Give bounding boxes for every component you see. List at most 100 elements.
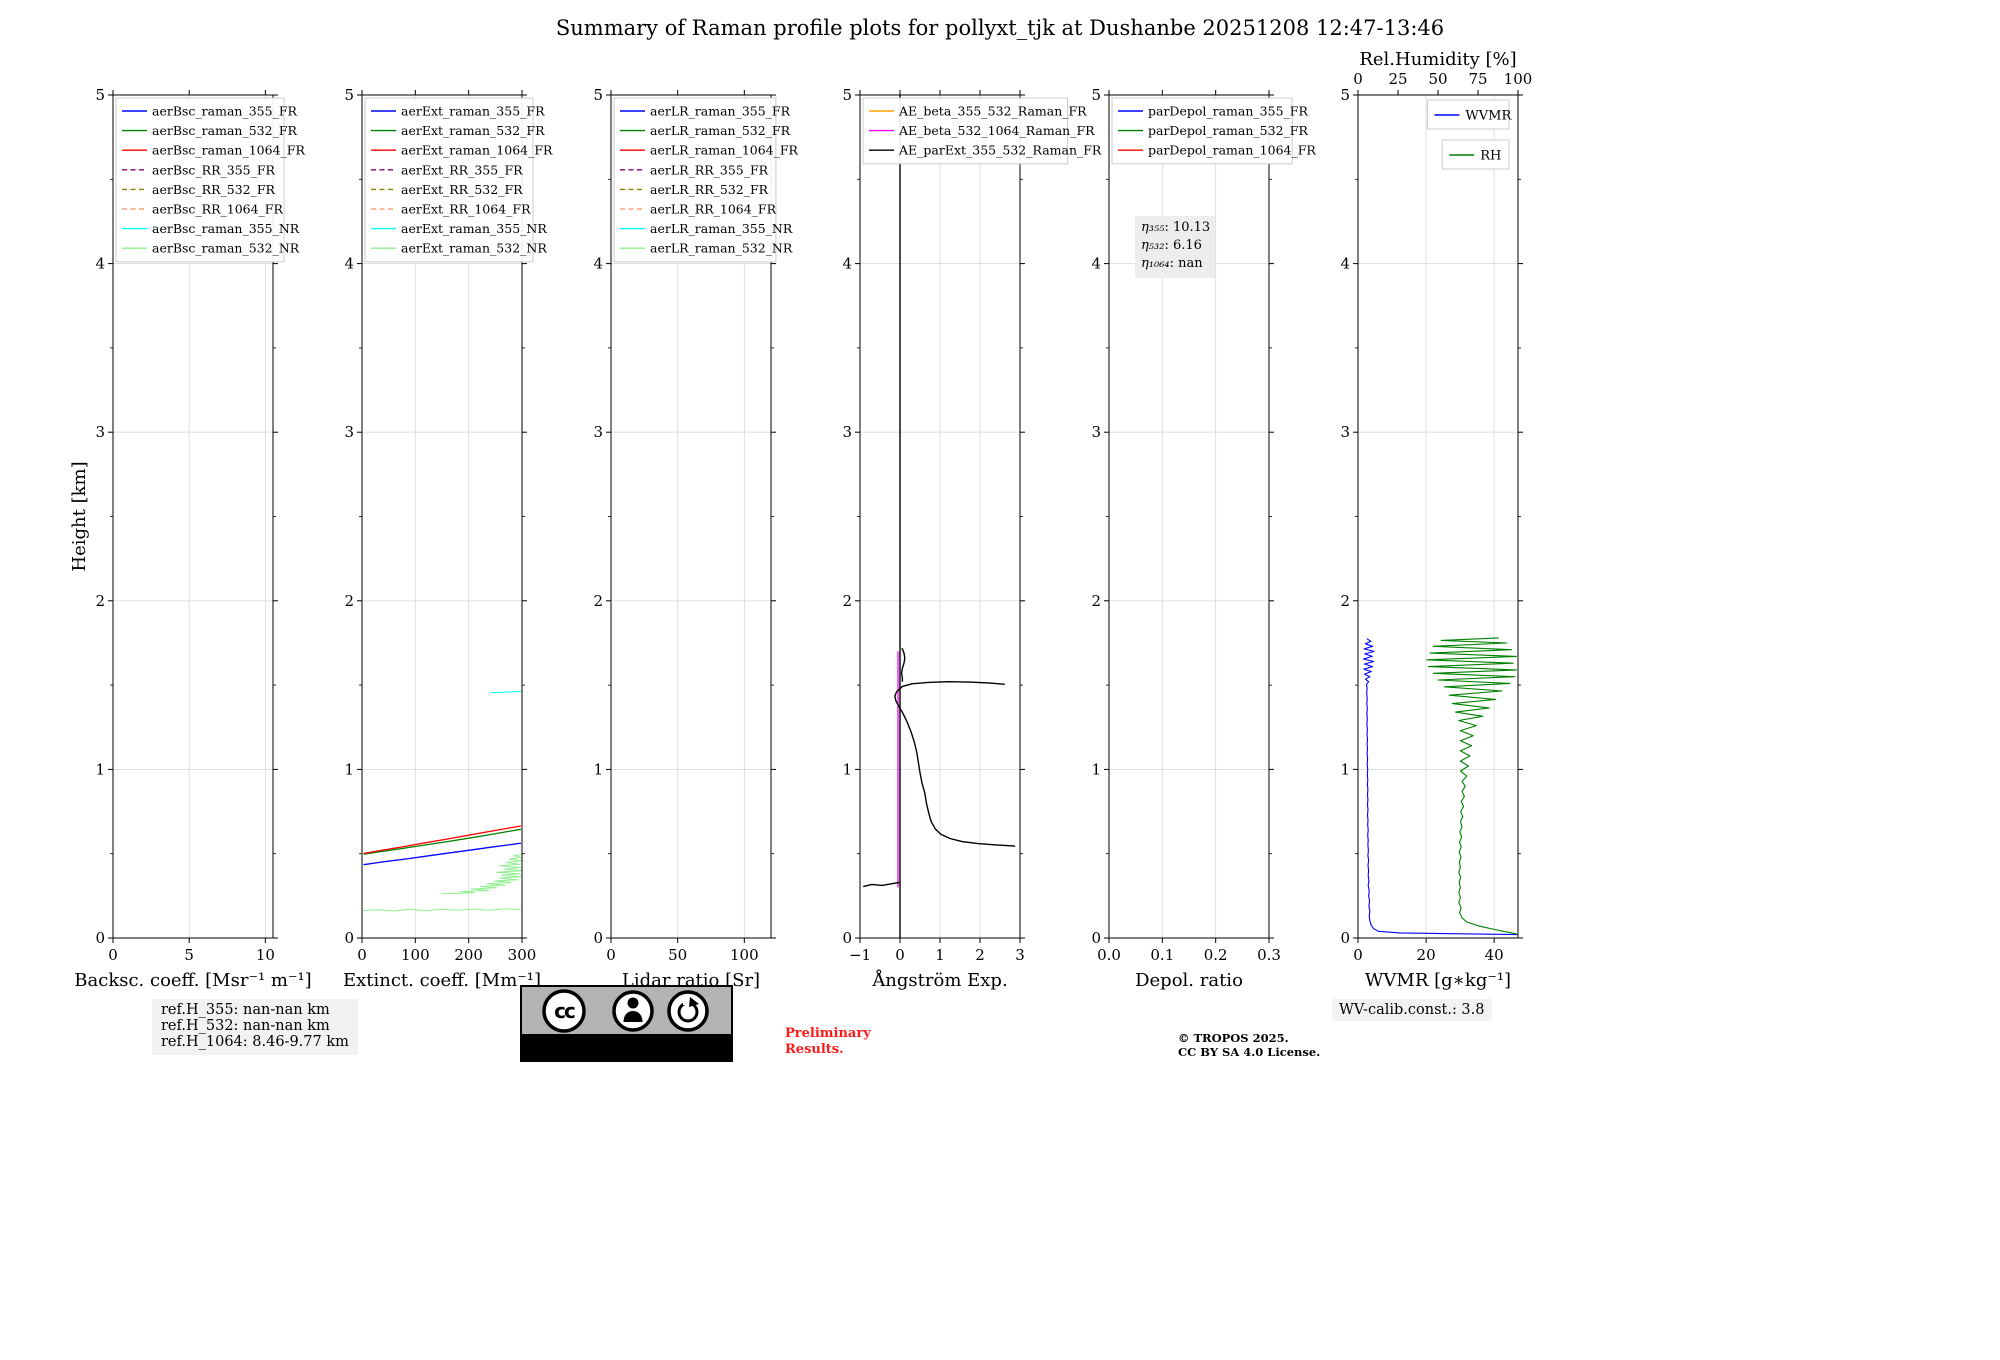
y-tick-label: 5 bbox=[344, 86, 354, 104]
series-aerExt_raman_355_NR bbox=[491, 690, 522, 694]
cc-badge-graphic: cc BY SA bbox=[520, 985, 733, 1062]
x-tick-label: 100 bbox=[730, 946, 759, 964]
series-layer bbox=[363, 690, 522, 912]
y-tick-label: 1 bbox=[842, 760, 852, 778]
y-tick-label: 4 bbox=[95, 255, 105, 273]
legend-WVMR: WVMR bbox=[1426, 99, 1512, 130]
y-tick-label: 2 bbox=[842, 592, 852, 610]
y-tick-label: 3 bbox=[842, 423, 852, 441]
legend-entry-label: aerBsc_RR_1064_FR bbox=[152, 202, 283, 217]
xlabel-backscatter: Backsc. coeff. [Msr⁻¹ m⁻¹] bbox=[74, 970, 311, 991]
ref-h-1064: ref.H_1064: 8.46-9.77 km bbox=[161, 1033, 349, 1050]
x-tick-label: 100 bbox=[401, 946, 430, 964]
legend-RH: RH bbox=[1441, 139, 1510, 170]
x-tick-label: 0 bbox=[1353, 946, 1363, 964]
eta-annotation-line: η₅₃₂: 6.16 bbox=[1141, 238, 1202, 253]
legend-entry-label: aerBsc_raman_1064_FR bbox=[152, 143, 305, 158]
legend-entry-label: aerExt_RR_355_FR bbox=[401, 162, 523, 177]
copyright-note: © TROPOS 2025. CC BY SA 4.0 License. bbox=[1178, 1031, 1321, 1060]
series-aerExt_raman_532_FR bbox=[363, 828, 522, 855]
top-tick-label: 50 bbox=[1428, 70, 1447, 88]
top-xlabel: Rel.Humidity [%] bbox=[1359, 49, 1516, 70]
legend-entry-label: aerExt_raman_1064_FR bbox=[401, 143, 553, 158]
y-tick-label: 3 bbox=[95, 423, 105, 441]
y-tick-label: 0 bbox=[1340, 929, 1350, 947]
legend-box: parDepol_raman_355_FR parDepol_raman_532_… bbox=[1111, 97, 1316, 165]
y-tick-label: 4 bbox=[1340, 255, 1350, 273]
y-tick-label: 0 bbox=[842, 929, 852, 947]
legend-entry-label: aerLR_raman_532_FR bbox=[650, 123, 791, 138]
series-AE_parExt_355_532_Raman_FR bbox=[894, 681, 1016, 847]
y-tick-label: 4 bbox=[842, 255, 852, 273]
legend-entry-label: aerExt_raman_532_NR bbox=[401, 241, 547, 256]
cc-license-badge: cc BY SA bbox=[520, 985, 733, 1062]
legend-entry-label: aerBsc_RR_532_FR bbox=[152, 182, 276, 197]
legend-entry-label: AE_beta_532_1064_Raman_FR bbox=[898, 123, 1095, 138]
x-tick-label: 0 bbox=[108, 946, 118, 964]
legend-entry-label: AE_beta_355_532_Raman_FR bbox=[898, 104, 1087, 119]
legend-entry-label: aerBsc_raman_355_NR bbox=[152, 221, 300, 236]
top-tick-label: 25 bbox=[1388, 70, 1407, 88]
x-tick-label: 20 bbox=[1417, 946, 1436, 964]
legend-entry-label: parDepol_raman_1064_FR bbox=[1148, 143, 1316, 158]
x-tick-label: 200 bbox=[454, 946, 483, 964]
x-tick-label: 0.1 bbox=[1150, 946, 1174, 964]
xlabel-depol: Depol. ratio bbox=[1135, 970, 1243, 991]
svg-text:RH: RH bbox=[1480, 149, 1501, 164]
y-tick-label: 5 bbox=[1340, 86, 1350, 104]
y-tick-label: 4 bbox=[1091, 255, 1101, 273]
x-tick-label: 0 bbox=[606, 946, 616, 964]
y-tick-label: 1 bbox=[95, 760, 105, 778]
x-tick-label: 10 bbox=[256, 946, 275, 964]
panel-extinction: 0 100 200 300 0 1 2 3 4 5 Extinct. coeff. [Mm⁻¹] ae… bbox=[343, 86, 553, 991]
legend-entry-label: aerExt_raman_532_FR bbox=[401, 123, 545, 138]
y-tick-label: 5 bbox=[593, 86, 603, 104]
top-tick-label: 75 bbox=[1468, 70, 1487, 88]
y-tick-label: 3 bbox=[1091, 423, 1101, 441]
figure-title: Summary of Raman profile plots for polly… bbox=[555, 16, 1445, 40]
y-tick-label: 0 bbox=[1091, 929, 1101, 947]
series-AE_parExt_355_532_Raman_FR bbox=[863, 881, 900, 888]
xlabel-wvmr: WVMR [g∗kg⁻¹] bbox=[1365, 970, 1511, 991]
xlabel-angstrom: Ångström Exp. bbox=[871, 969, 1007, 991]
eta-annotation: η₃₅₅: 10.13 η₅₃₂: 6.16 η₁₀₆₄: nan bbox=[1135, 216, 1215, 278]
legend-entry-label: aerLR_raman_1064_FR bbox=[650, 143, 799, 158]
y-tick-label: 0 bbox=[344, 929, 354, 947]
x-tick-label: 5 bbox=[184, 946, 194, 964]
y-tick-label: 2 bbox=[1091, 592, 1101, 610]
legend-entry-label: aerExt_raman_355_NR bbox=[401, 221, 547, 236]
x-tick-label: 40 bbox=[1485, 946, 1504, 964]
y-tick-label: 4 bbox=[593, 255, 603, 273]
y-tick-label: 1 bbox=[344, 760, 354, 778]
y-tick-label: 5 bbox=[1091, 86, 1101, 104]
x-tick-label: 300 bbox=[508, 946, 537, 964]
cc-icon: cc bbox=[542, 989, 586, 1033]
legend-entry-label: parDepol_raman_532_FR bbox=[1148, 123, 1308, 138]
x-tick-label: 2 bbox=[975, 946, 985, 964]
x-tick-label: 0 bbox=[895, 946, 905, 964]
series-aerExt_raman_1064_FR bbox=[363, 825, 522, 855]
wv-calib-note: WV-calib.const.: 3.8 bbox=[1332, 999, 1492, 1021]
svg-text:WVMR: WVMR bbox=[1465, 109, 1512, 124]
badge-sa-label: SA bbox=[676, 1039, 701, 1058]
top-tick-label: 0 bbox=[1353, 70, 1363, 88]
legend-entry-label: aerBsc_raman_532_NR bbox=[152, 241, 300, 256]
y-tick-label: 2 bbox=[1340, 592, 1350, 610]
y-tick-label: 2 bbox=[344, 592, 354, 610]
x-tick-label: 0.2 bbox=[1204, 946, 1228, 964]
y-tick-label: 5 bbox=[95, 86, 105, 104]
ylabel-height: Height [km] bbox=[69, 461, 90, 571]
legend-entry-label: aerBsc_raman_355_FR bbox=[152, 104, 297, 119]
series-RH bbox=[1426, 637, 1517, 935]
legend-entry-label: aerLR_raman_532_NR bbox=[650, 241, 793, 256]
y-tick-label: 0 bbox=[95, 929, 105, 947]
person-icon bbox=[612, 990, 654, 1032]
y-tick-label: 3 bbox=[593, 423, 603, 441]
legend-box: aerLR_raman_355_FR aerLR_raman_532_FR aerL… bbox=[613, 97, 799, 263]
legend-entry-label: aerLR_RR_532_FR bbox=[650, 182, 769, 197]
y-tick-label: 1 bbox=[1091, 760, 1101, 778]
svg-text:cc: cc bbox=[554, 999, 575, 1023]
